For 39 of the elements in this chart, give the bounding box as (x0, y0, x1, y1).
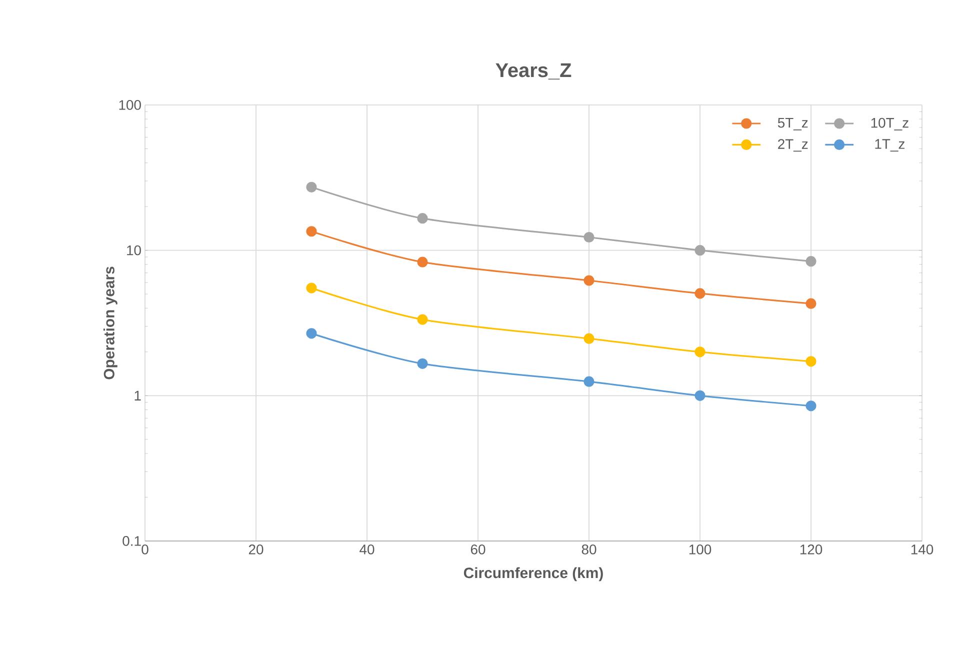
point (417, 256, 428, 268)
point (417, 213, 428, 224)
legend-label: 5T_z (778, 118, 808, 130)
point (306, 226, 317, 237)
x-tick-label: 0 (142, 544, 148, 554)
point (694, 245, 706, 256)
x-axis-title: Circumference (km) (464, 567, 603, 582)
point (306, 282, 317, 294)
x-tick-label: 140 (911, 544, 934, 554)
y-tick-label: 1 (134, 390, 141, 400)
point (306, 328, 317, 339)
point (806, 400, 816, 412)
point (806, 256, 816, 267)
point (584, 232, 594, 243)
x-tick-label: 40 (360, 544, 374, 554)
legend-label: 1T_z (875, 139, 904, 152)
point (417, 358, 428, 369)
legend-label: 2T_z (778, 139, 808, 152)
point (694, 288, 706, 299)
point (584, 275, 594, 286)
x-tick-label: 60 (470, 544, 486, 554)
y-tick-label: 100 (119, 100, 141, 110)
x-tick-label: 20 (248, 544, 264, 554)
point (694, 346, 706, 358)
point (584, 333, 594, 344)
y-axis-title: Operation years (103, 266, 118, 380)
y-tick-label: 10 (127, 245, 141, 256)
point (306, 182, 317, 192)
point (806, 298, 816, 309)
point (584, 376, 594, 387)
y-tick-label: 0.1 (122, 536, 141, 546)
point (694, 390, 706, 401)
x-tick-label: 120 (800, 544, 822, 554)
x-tick-label: 80 (582, 544, 596, 554)
point (417, 314, 428, 325)
legend-label: 10T_z (871, 118, 908, 130)
point (806, 356, 816, 367)
x-tick-label: 100 (689, 544, 712, 554)
chart-title: Years_Z (496, 63, 572, 80)
